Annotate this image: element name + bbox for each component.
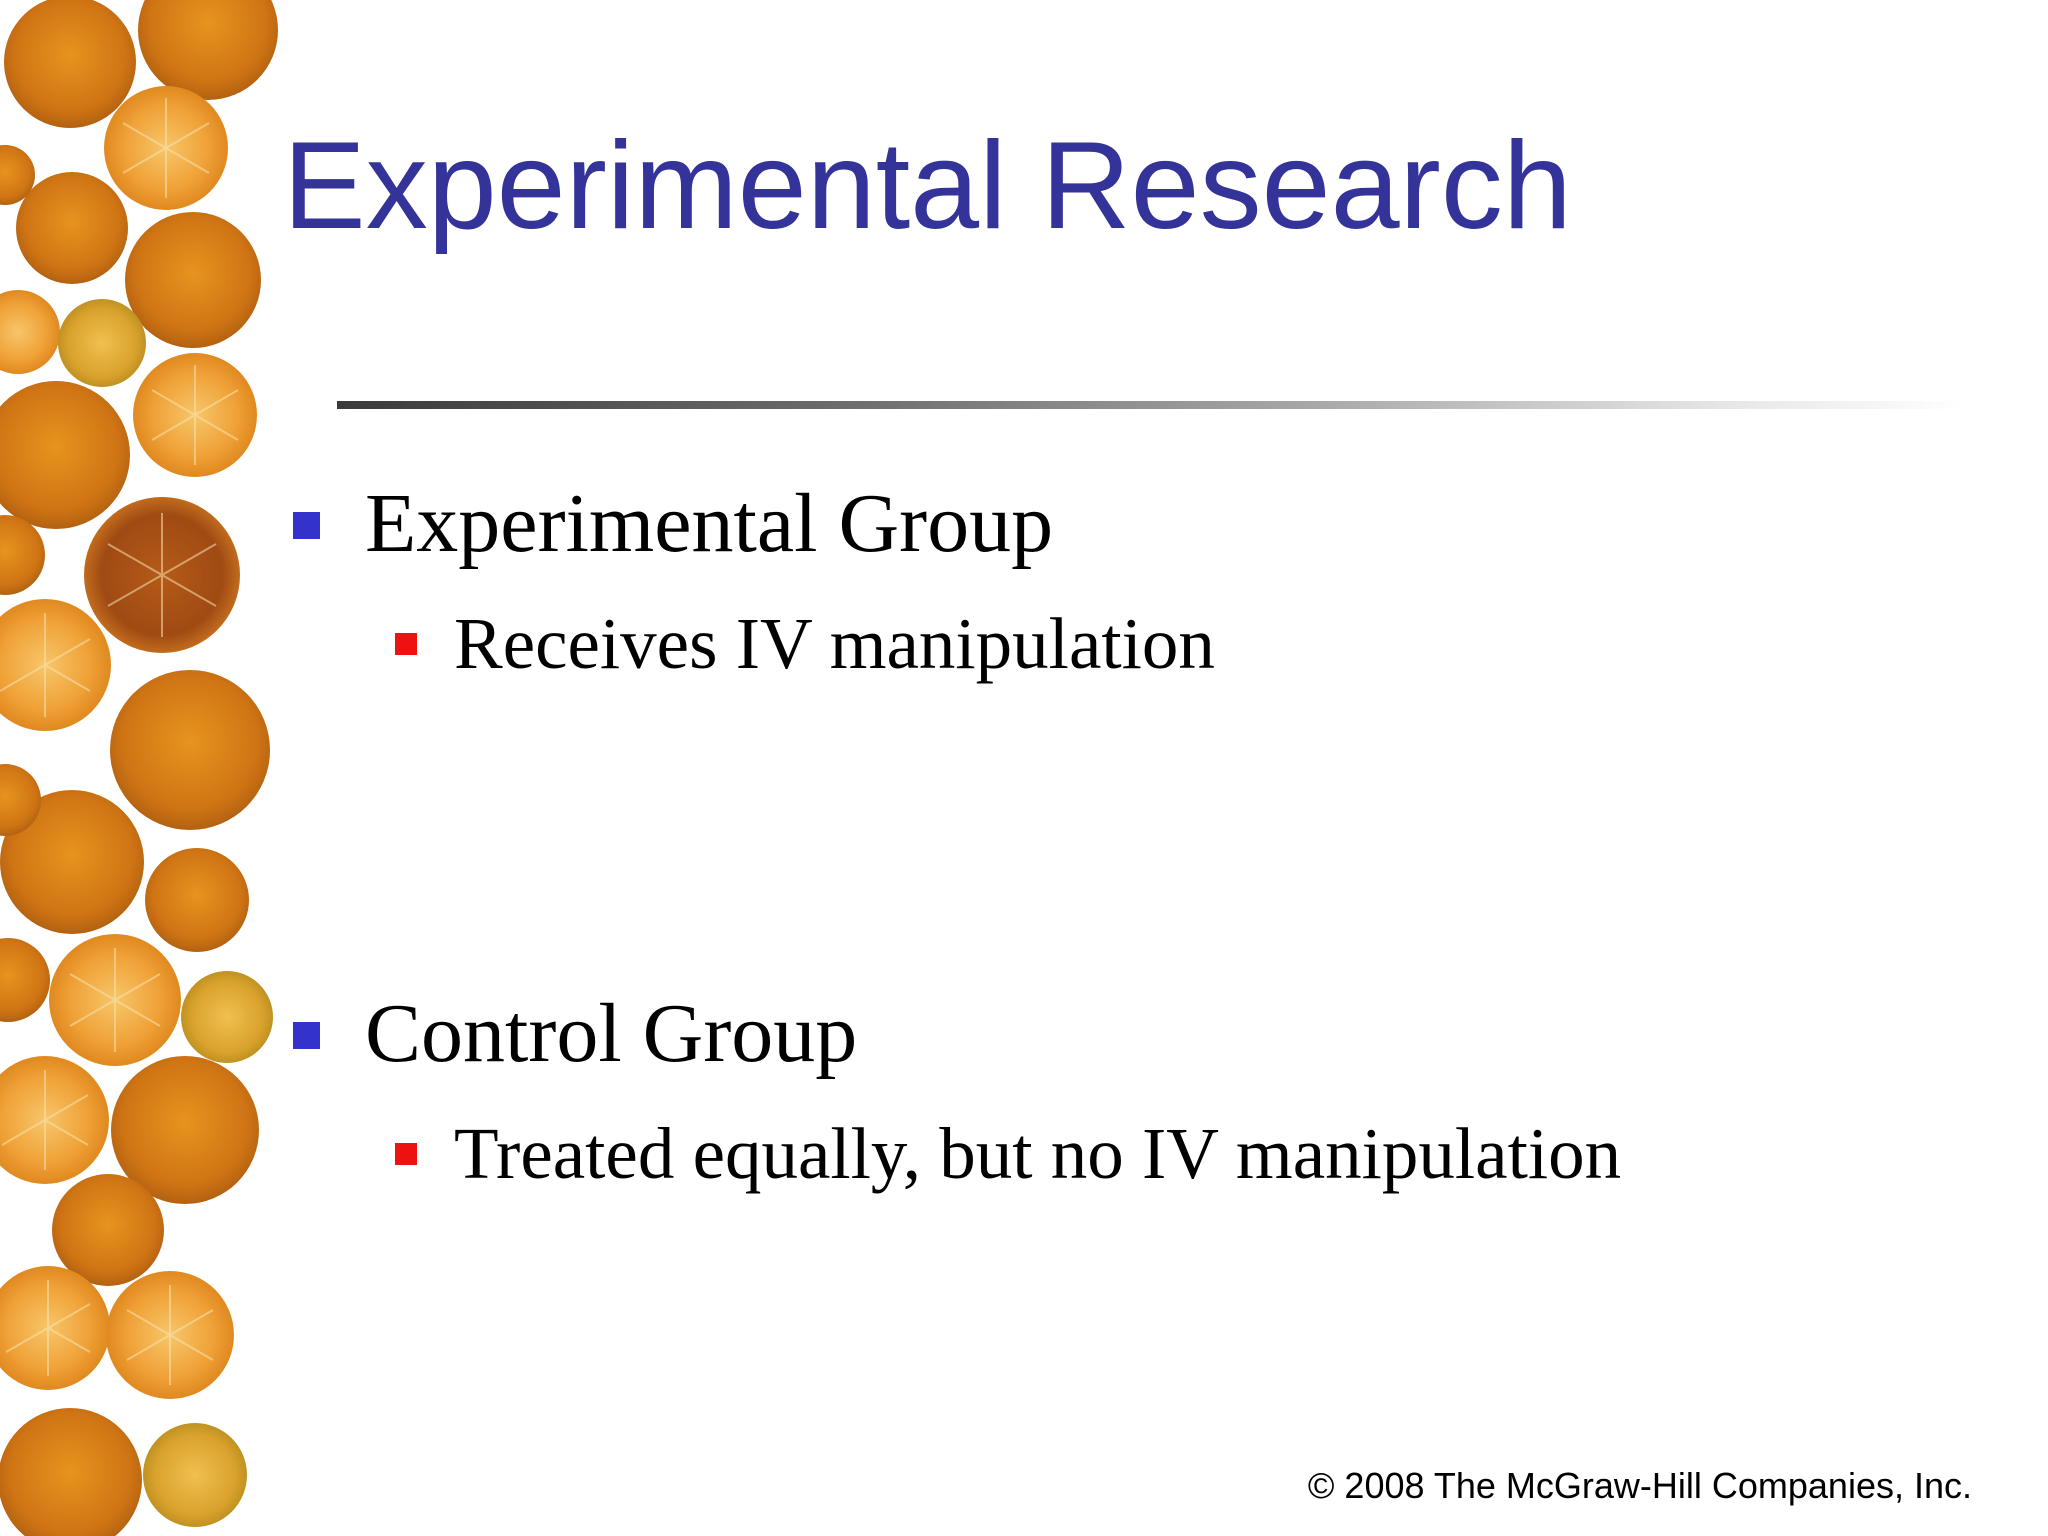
slide-title: Experimental Research	[283, 117, 1572, 255]
bullet-text: Experimental Group	[365, 477, 1054, 570]
orange-slices-decoration	[0, 0, 278, 1536]
sub-bullet-receives-iv: Receives IV manipulation	[395, 600, 1215, 688]
fruit-cut	[0, 86, 273, 1527]
fruit-whole	[0, 0, 278, 1536]
bullet-text: Control Group	[365, 987, 858, 1080]
square-bullet-icon	[293, 1022, 320, 1049]
square-bullet-icon	[395, 633, 417, 655]
square-bullet-icon	[293, 512, 320, 539]
bullet-experimental-group: Experimental Group	[293, 474, 1053, 575]
title-divider	[337, 401, 1967, 409]
fruit-segment-lines	[0, 98, 239, 1385]
copyright-notice: © 2008 The McGraw-Hill Companies, Inc.	[1307, 1465, 1972, 1506]
bullet-control-group: Control Group	[293, 984, 857, 1085]
sub-bullet-text: Receives IV manipulation	[454, 603, 1215, 684]
square-bullet-icon	[395, 1143, 417, 1165]
sub-bullet-text: Treated equally, but no IV manipulation	[454, 1113, 1622, 1194]
sub-bullet-treated-equally: Treated equally, but no IV manipulation	[395, 1110, 1621, 1198]
